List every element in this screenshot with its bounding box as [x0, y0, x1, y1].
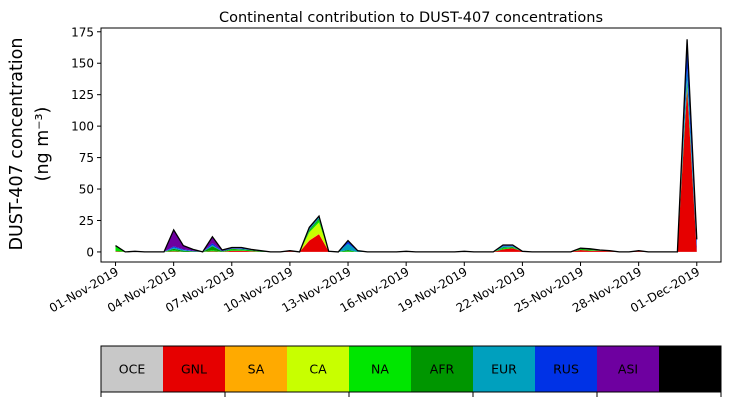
area-eur	[115, 68, 697, 252]
area-sa	[115, 88, 697, 252]
area-rus	[115, 45, 697, 252]
y-tick-label: 0	[86, 245, 94, 259]
legend-swatch-sa	[225, 346, 287, 392]
legend-label-gnl: GNL	[181, 362, 207, 377]
y-tick-label: 50	[79, 183, 94, 197]
area-na	[115, 84, 697, 252]
area-ca	[115, 87, 697, 252]
y-axis: 0 25 50 75 100 125 150 175	[71, 25, 101, 259]
area-aus	[115, 39, 697, 252]
legend-label-ca: CA	[309, 362, 327, 377]
legend-swatch-na	[349, 346, 411, 392]
chart-title: Continental contribution to DUST-407 con…	[219, 10, 603, 26]
area-asi	[115, 39, 697, 252]
legend-swatch-rus	[535, 346, 597, 392]
legend-swatch-ca	[287, 346, 349, 392]
y-tick-label: 25	[79, 214, 94, 228]
legend-label-oce: OCE	[119, 362, 146, 377]
legend-label-afr: AFR	[430, 362, 455, 377]
legend-swatch-aus	[659, 346, 721, 392]
area-gnl	[115, 88, 697, 252]
legend-label-sa: SA	[248, 362, 265, 377]
legend-swatch-gnl	[163, 346, 225, 392]
legend-swatch-eur	[473, 346, 535, 392]
legend: OCE GNL SA CA NA AFR EUR RUS ASI AUS	[100, 345, 722, 397]
legend-label-aus: AUS	[677, 362, 703, 377]
legend-swatch-afr	[411, 346, 473, 392]
plot-frame	[100, 27, 722, 263]
legend-label-eur: EUR	[491, 362, 517, 377]
legend-frame	[100, 345, 722, 393]
x-axis: 01-Nov-201904-Nov-201907-Nov-201910-Nov-…	[47, 262, 702, 315]
legend-swatch-oce	[101, 346, 163, 392]
legend-label-na: NA	[371, 362, 389, 377]
y-axis-label-line1: DUST-407 concentration	[7, 38, 27, 251]
stacked-areas	[115, 39, 698, 253]
y-tick-label: 175	[71, 25, 94, 39]
area-afr	[115, 80, 697, 252]
legend-swatch-asi	[597, 346, 659, 392]
y-tick-label: 150	[71, 57, 94, 71]
y-tick-label: 125	[71, 88, 94, 102]
total-outline	[115, 39, 698, 253]
y-axis-label-line2: (ng m⁻³)	[33, 107, 53, 182]
y-tick-label: 75	[79, 151, 94, 165]
y-tick-label: 100	[71, 120, 94, 134]
legend-label-asi: ASI	[618, 362, 638, 377]
legend-label-rus: RUS	[553, 362, 579, 377]
